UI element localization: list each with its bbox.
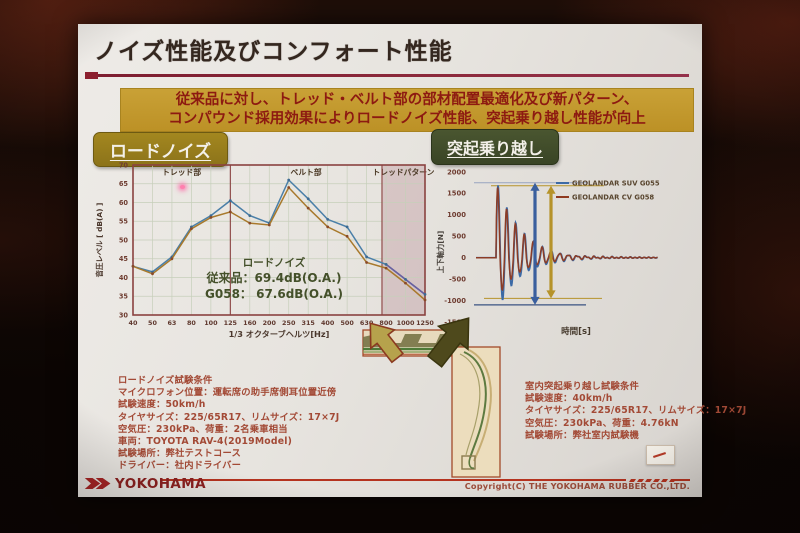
condition-line: 空気圧：230kPa、荷重：4.76kN (525, 417, 679, 429)
condition-line: 室内突起乗り越し試験条件 (525, 381, 639, 392)
svg-text:70: 70 (119, 161, 129, 169)
region-label: ベルト部 (291, 167, 322, 177)
highlight-banner: 従来品に対し、トレッド・ベルト部の部材配置最適化及び新パターン、 コンパウンド採… (120, 88, 694, 132)
svg-text:1500: 1500 (447, 190, 466, 198)
svg-text:50: 50 (148, 319, 157, 327)
legend-label: GEOLANDAR SUV G055 (572, 179, 660, 187)
oa-annotation-line: G058： 67.6dB(O.A.) (205, 287, 343, 301)
banner-line1: 従来品に対し、トレッド・ベルト部の部材配置最適化及び新パターン、 (175, 92, 639, 108)
y-axis-title: 上下軸力[N] (436, 231, 445, 274)
svg-text:30: 30 (119, 311, 129, 319)
copyright-text: Copyright(C) THE YOKOHAMA RUBBER CO.,LTD… (464, 481, 690, 491)
svg-text:0: 0 (461, 254, 466, 262)
title-underline-accent (85, 72, 98, 79)
condition-line: 試験速度：50km/h (118, 399, 206, 411)
condition-line: ドライバー：社内ドライバー (118, 460, 242, 472)
banner-line2: コンパウンド採用効果によりロードノイズ性能、突起乗り越し性能が向上 (168, 111, 646, 127)
region-label: トレッド部 (162, 167, 201, 177)
condition-line: タイヤサイズ：225/65R17、リムサイズ：17×7J (525, 405, 747, 417)
page-title: ノイズ性能及びコンフォート性能 (94, 39, 453, 65)
yokohama-chevron-icon (84, 478, 111, 489)
svg-text:100: 100 (204, 319, 218, 327)
title-underline (85, 72, 689, 79)
oa-annotation-line: ロードノイズ (243, 256, 306, 269)
y-axis-title: 音圧レベル [ dB(A) ] (95, 203, 104, 278)
svg-text:40: 40 (129, 319, 138, 327)
svg-text:40: 40 (119, 274, 129, 282)
svg-text:2000: 2000 (447, 168, 466, 176)
laser-pointer-dot (180, 185, 185, 189)
condition-line: 試験場所：弊社室内試験機 (525, 429, 639, 441)
sidewall-section-box (451, 346, 501, 478)
svg-text:160: 160 (243, 319, 257, 327)
waveform-g058 (476, 187, 658, 292)
svg-text:500: 500 (452, 233, 466, 241)
svg-text:65: 65 (119, 180, 129, 188)
svg-text:1000: 1000 (447, 211, 466, 219)
svg-text:315: 315 (302, 319, 315, 327)
pen-cursor-icon (646, 445, 675, 465)
condition-line: 試験場所：弊社テストコース (118, 448, 241, 460)
svg-text:45: 45 (119, 255, 129, 263)
bump-ride-badge-label: 突起乗り越し (446, 139, 543, 158)
svg-text:200: 200 (263, 319, 277, 327)
svg-text:50: 50 (119, 236, 129, 244)
yokohama-wordmark: YOKOHAMA (115, 475, 206, 492)
tire-cross-section-graphic (362, 317, 501, 478)
svg-text:63: 63 (167, 319, 176, 327)
condition-line: マイクロフォン位置：運転席の助手席側耳位置近傍 (118, 387, 337, 399)
condition-line: 空気圧：230kPa、荷重：2名乗車相当 (118, 423, 288, 435)
svg-text:55: 55 (119, 218, 129, 226)
svg-text:60: 60 (119, 199, 129, 207)
condition-line: 試験速度：40km/h (525, 393, 613, 405)
svg-text:80: 80 (187, 319, 196, 327)
legend-label: GEOLANDAR CV G058 (572, 193, 654, 201)
oa-annotation-line: 従来品：69.4dB(O.A.) (206, 270, 342, 285)
slide: ノイズ性能及びコンフォート性能 従来品に対し、トレッド・ベルト部の部材配置最適化… (78, 24, 746, 497)
svg-text:125: 125 (224, 319, 237, 327)
condition-line: タイヤサイズ：225/65R17、リムサイズ：17×7J (118, 411, 340, 423)
bump-test-conditions: 室内突起乗り越し試験条件 試験速度：40km/h タイヤサイズ：225/65R17、… (525, 381, 746, 442)
condition-line: 車両：TOYOTA RAV-4(2019Model) (118, 436, 293, 448)
x-axis-title: 時間[s] (561, 326, 591, 337)
condition-line: ロードノイズ試験条件 (118, 375, 213, 386)
svg-text:-500: -500 (449, 275, 466, 283)
svg-text:250: 250 (282, 319, 296, 327)
svg-text:400: 400 (321, 319, 335, 327)
x-axis-title: 1/3 オクターブヘルツ[Hz] (229, 329, 330, 339)
svg-text:35: 35 (119, 293, 129, 301)
yokohama-logo: YOKOHAMA (84, 475, 206, 492)
road-noise-test-conditions: ロードノイズ試験条件 マイクロフォン位置：運転席の助手席側耳位置近傍 試験速度：50… (118, 375, 339, 473)
